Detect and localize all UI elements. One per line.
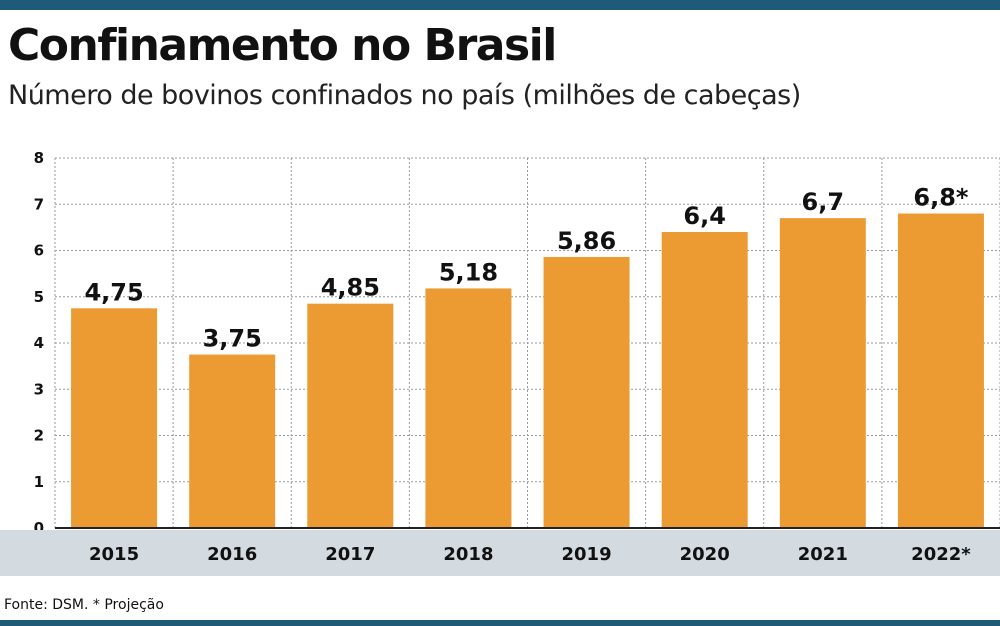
- top-brand-bar: [0, 0, 1000, 10]
- x-tick-label: 2018: [443, 544, 493, 565]
- category-band: [0, 530, 1000, 576]
- bar-2019: [543, 256, 630, 528]
- x-tick-label: 2017: [325, 544, 375, 565]
- bar-2015: [71, 308, 158, 528]
- x-tick-label: 2015: [89, 544, 139, 565]
- gridlines: [54, 157, 1000, 528]
- y-tick-label: 0: [34, 519, 44, 537]
- y-tick-label: 1: [34, 473, 44, 491]
- y-tick-label: 7: [34, 195, 44, 213]
- data-label: 4,85: [321, 274, 380, 302]
- y-tick-label: 8: [34, 149, 44, 167]
- axes: 0 1 2 3 4 5 6 7 8 2015 2016 2017 2018 2019 2020 2021 202…: [0, 149, 1000, 576]
- data-label: 5,86: [557, 227, 616, 255]
- chart-title: Confinamento no Brasil: [8, 20, 557, 71]
- y-tick-label: 2: [34, 427, 44, 445]
- bar-2017: [307, 303, 394, 528]
- bar-chart: 4,75 3,75 4,85 5,18 5,86 6,4 6,7 6,8* 0 1 2 3 4 5 6 7 8…: [0, 149, 1000, 576]
- bar-2018: [425, 288, 512, 528]
- bottom-brand-bar: [0, 620, 1000, 626]
- x-tick-label: 2016: [207, 544, 257, 565]
- x-tick-label: 2019: [562, 544, 612, 565]
- y-tick-label: 4: [34, 334, 44, 352]
- data-labels: 4,75 3,75 4,85 5,18 5,86 6,4 6,7 6,8*: [84, 184, 968, 353]
- x-tick-label: 2020: [680, 544, 730, 565]
- data-label: 5,18: [439, 258, 498, 286]
- bar-2022: [897, 213, 984, 528]
- bar-2016: [189, 354, 276, 528]
- x-tick-label: 2022*: [911, 544, 971, 565]
- y-tick-label: 5: [34, 288, 44, 306]
- data-label: 6,4: [683, 202, 726, 230]
- bar-2021: [779, 218, 866, 528]
- bars: [71, 213, 984, 528]
- bar-2020: [661, 232, 748, 528]
- x-tick-label: 2021: [798, 544, 848, 565]
- y-tick-label: 3: [34, 380, 44, 398]
- data-label: 6,7: [802, 188, 845, 216]
- source-note: Fonte: DSM. * Projeção: [4, 597, 164, 613]
- y-tick-label: 6: [34, 242, 44, 260]
- chart-subtitle: Número de bovinos confinados no país (mi…: [8, 80, 801, 111]
- data-label: 6,8*: [913, 184, 969, 212]
- data-label: 4,75: [84, 278, 143, 306]
- data-label: 3,75: [203, 325, 262, 353]
